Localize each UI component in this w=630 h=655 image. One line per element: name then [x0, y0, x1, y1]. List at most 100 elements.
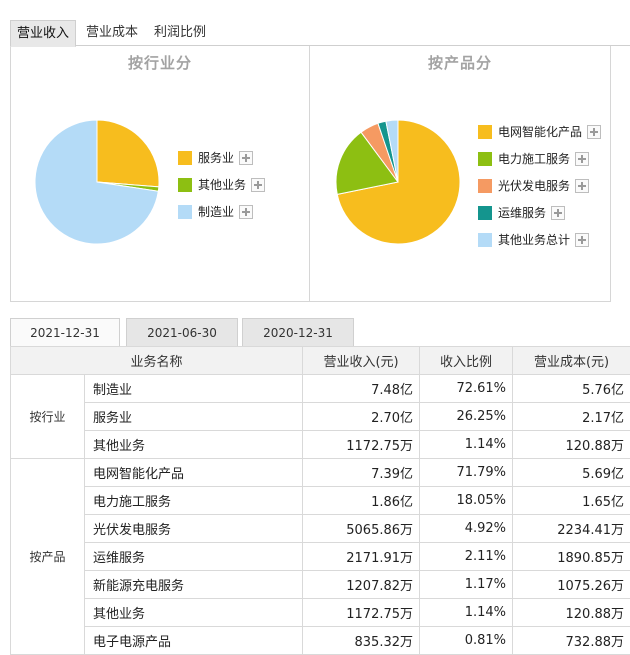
cost-value: 1890.85万	[513, 543, 630, 571]
revenue-value: 2.70亿	[303, 403, 420, 431]
legend-swatch	[478, 233, 492, 247]
ratio-value: 2.11%	[420, 543, 513, 571]
ratio-value: 71.79%	[420, 459, 513, 487]
expand-plus-icon[interactable]	[551, 206, 565, 220]
table-row: 服务业 2.70亿 26.25% 2.17亿	[11, 403, 630, 431]
ratio-value: 4.92%	[420, 515, 513, 543]
legend-label: 其他业务	[198, 178, 246, 192]
business-name: 电网智能化产品	[85, 459, 303, 487]
legend-swatch	[478, 152, 492, 166]
legend-label: 其他业务总计	[498, 233, 570, 247]
header-revenue-ratio: 收入比例	[420, 347, 513, 375]
business-name: 运维服务	[85, 543, 303, 571]
legend-item-power-construction[interactable]: 电力施工服务	[478, 151, 589, 167]
tab-profit-ratio[interactable]: 利润比例	[148, 20, 212, 45]
revenue-value: 835.32万	[303, 627, 420, 655]
cost-value: 732.88万	[513, 627, 630, 655]
table-row: 其他业务 1172.75万 1.14% 120.88万	[11, 599, 630, 627]
legend-item-other-total[interactable]: 其他业务总计	[478, 232, 589, 248]
tab-revenue[interactable]: 营业收入	[10, 20, 76, 47]
business-name: 电子电源产品	[85, 627, 303, 655]
tab-date-2021-06-30[interactable]: 2021-06-30	[126, 318, 238, 346]
legend-swatch	[178, 178, 192, 192]
business-name: 其他业务	[85, 431, 303, 459]
business-table: 业务名称 营业收入(元) 收入比例 营业成本(元) 按行业 制造业 7.48亿 …	[10, 346, 630, 655]
revenue-value: 1207.82万	[303, 571, 420, 599]
table-row: 电力施工服务 1.86亿 18.05% 1.65亿	[11, 487, 630, 515]
product-pie-chart	[334, 118, 462, 246]
cost-value: 2.17亿	[513, 403, 630, 431]
revenue-value: 2171.91万	[303, 543, 420, 571]
cost-value: 1.65亿	[513, 487, 630, 515]
legend-swatch	[478, 179, 492, 193]
revenue-value: 7.39亿	[303, 459, 420, 487]
legend-label: 光伏发电服务	[498, 179, 570, 193]
ratio-value: 1.14%	[420, 599, 513, 627]
legend-swatch	[178, 151, 192, 165]
cost-value: 120.88万	[513, 431, 630, 459]
revenue-value: 1172.75万	[303, 431, 420, 459]
ratio-value: 1.14%	[420, 431, 513, 459]
revenue-value: 1.86亿	[303, 487, 420, 515]
legend-label: 电力施工服务	[498, 152, 570, 166]
revenue-value: 7.48亿	[303, 375, 420, 403]
legend-item-om-service[interactable]: 运维服务	[478, 205, 565, 221]
table-row: 按产品 电网智能化产品 7.39亿 71.79% 5.69亿	[11, 459, 630, 487]
expand-plus-icon[interactable]	[575, 233, 589, 247]
legend-label: 电网智能化产品	[498, 125, 582, 139]
ratio-value: 72.61%	[420, 375, 513, 403]
cost-value: 5.69亿	[513, 459, 630, 487]
legend-label: 制造业	[198, 205, 234, 219]
table-row: 新能源充电服务 1207.82万 1.17% 1075.26万	[11, 571, 630, 599]
table-row: 光伏发电服务 5065.86万 4.92% 2234.41万	[11, 515, 630, 543]
business-name: 光伏发电服务	[85, 515, 303, 543]
tab-date-2021-12-31[interactable]: 2021-12-31	[10, 318, 120, 347]
category-cell: 按产品	[11, 459, 85, 655]
tab-date-2020-12-31[interactable]: 2020-12-31	[242, 318, 354, 346]
date-tab-bar: 2021-12-31 2021-06-30 2020-12-31	[10, 318, 630, 346]
legend-item-pv-service[interactable]: 光伏发电服务	[478, 178, 589, 194]
business-name: 制造业	[85, 375, 303, 403]
industry-chart-title: 按行业分	[11, 52, 309, 73]
business-name: 其他业务	[85, 599, 303, 627]
table-row: 运维服务 2171.91万 2.11% 1890.85万	[11, 543, 630, 571]
legend-item-grid-products[interactable]: 电网智能化产品	[478, 124, 601, 140]
expand-plus-icon[interactable]	[239, 151, 253, 165]
header-cost: 营业成本(元)	[513, 347, 630, 375]
category-cell: 按行业	[11, 375, 85, 459]
ratio-value: 1.17%	[420, 571, 513, 599]
table-row: 其他业务 1172.75万 1.14% 120.88万	[11, 431, 630, 459]
ratio-value: 26.25%	[420, 403, 513, 431]
industry-panel: 按行业分 服务业 其他业务 制造业	[10, 46, 310, 302]
ratio-value: 18.05%	[420, 487, 513, 515]
tab-cost[interactable]: 营业成本	[80, 20, 144, 45]
industry-pie-chart	[33, 118, 161, 246]
legend-swatch	[478, 125, 492, 139]
cost-value: 120.88万	[513, 599, 630, 627]
product-chart-title: 按产品分	[310, 52, 610, 73]
expand-plus-icon[interactable]	[587, 125, 601, 139]
legend-label: 运维服务	[498, 206, 546, 220]
expand-plus-icon[interactable]	[251, 178, 265, 192]
header-business-name: 业务名称	[11, 347, 303, 375]
business-name: 服务业	[85, 403, 303, 431]
header-revenue: 营业收入(元)	[303, 347, 420, 375]
legend-swatch	[178, 205, 192, 219]
chart-area: 按行业分 服务业 其他业务 制造业 按产品分 电网智能化产品 电力施工服务	[10, 46, 630, 302]
business-name: 电力施工服务	[85, 487, 303, 515]
legend-item-service[interactable]: 服务业	[178, 150, 253, 166]
expand-plus-icon[interactable]	[239, 205, 253, 219]
expand-plus-icon[interactable]	[575, 152, 589, 166]
business-name: 新能源充电服务	[85, 571, 303, 599]
table-row: 电子电源产品 835.32万 0.81% 732.88万	[11, 627, 630, 655]
table-header-row: 业务名称 营业收入(元) 收入比例 营业成本(元)	[11, 347, 630, 375]
cost-value: 2234.41万	[513, 515, 630, 543]
legend-label: 服务业	[198, 151, 234, 165]
legend-item-other[interactable]: 其他业务	[178, 177, 265, 193]
legend-item-manufacturing[interactable]: 制造业	[178, 204, 253, 220]
pie-slice[interactable]	[97, 120, 159, 187]
expand-plus-icon[interactable]	[575, 179, 589, 193]
revenue-value: 1172.75万	[303, 599, 420, 627]
table-row: 按行业 制造业 7.48亿 72.61% 5.76亿	[11, 375, 630, 403]
cost-value: 1075.26万	[513, 571, 630, 599]
